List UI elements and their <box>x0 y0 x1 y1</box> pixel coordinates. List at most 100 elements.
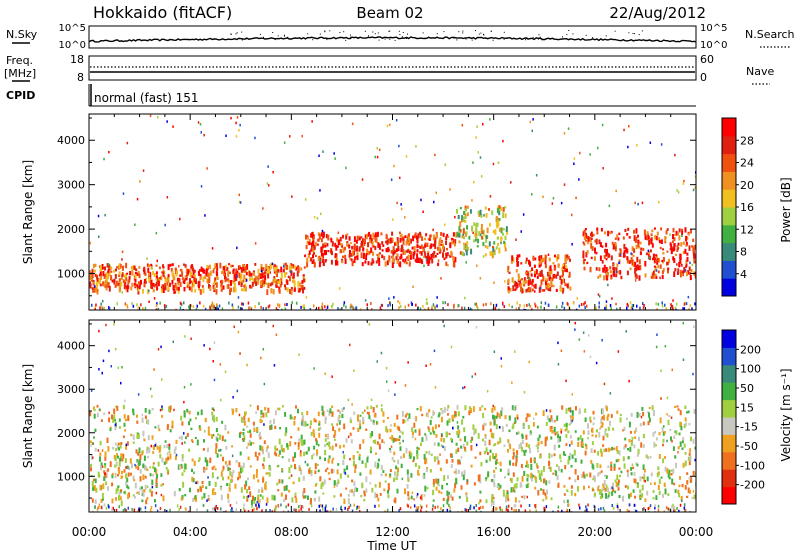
power-cell <box>439 237 442 240</box>
velocity-cell <box>441 484 444 490</box>
velocity-cell <box>114 472 117 479</box>
power-cell <box>308 241 311 246</box>
velocity-scatter-cell <box>160 345 162 349</box>
power-cell <box>131 265 134 271</box>
velocity-cell <box>140 486 143 490</box>
power-cell <box>125 277 128 281</box>
power-cell <box>290 287 293 291</box>
power-cell <box>128 279 131 283</box>
velocity-cell <box>637 448 640 455</box>
velocity-cell <box>592 410 595 415</box>
velocity-scatter-cell <box>693 325 695 328</box>
power-cell <box>138 265 141 269</box>
velocity-cell <box>314 463 317 470</box>
velocity-cell <box>337 416 340 423</box>
power-scatter-cell <box>386 124 389 128</box>
power-cell <box>240 282 243 288</box>
power-nearrange-cell <box>656 308 658 310</box>
nsearch-point <box>562 36 563 38</box>
power-nearrange-cell <box>670 304 673 308</box>
power-cell <box>612 263 615 267</box>
power-scatter-cell <box>571 243 573 246</box>
velocity-cell <box>91 481 94 487</box>
power-cell <box>594 239 597 243</box>
power-cell <box>652 257 654 261</box>
power-scatter-cell <box>598 295 601 298</box>
velocity-nearrange-cell <box>544 508 546 512</box>
power-nearrange-cell <box>314 308 317 310</box>
velocity-cell <box>472 406 475 412</box>
power-scatter-cell <box>397 300 399 303</box>
velocity-scatter-cell <box>206 499 208 502</box>
power-cell <box>220 282 223 287</box>
velocity-nearrange-cell <box>584 509 587 512</box>
velocity-cell <box>372 439 375 444</box>
power-cell <box>318 262 321 268</box>
velocity-cell <box>662 458 665 464</box>
velocity-nearrange-cell <box>585 505 587 509</box>
power-cell <box>208 283 210 289</box>
power-nearrange-cell <box>604 306 606 310</box>
power-cell <box>463 210 466 215</box>
velocity-cell <box>166 424 169 430</box>
velocity-nearrange-cell <box>495 507 497 511</box>
power-cell <box>190 271 193 276</box>
velocity-cell <box>440 491 443 494</box>
velocity-nearrange-cell <box>321 504 324 508</box>
velocity-nearrange-cell <box>437 505 439 509</box>
power-scatter-cell <box>542 195 544 198</box>
power-cell <box>521 278 524 281</box>
power-cell <box>661 274 664 280</box>
power-cell <box>582 254 585 259</box>
power-cell <box>519 279 522 286</box>
velocity-scatter-cell <box>101 449 104 452</box>
velocity-cell <box>568 477 571 480</box>
power-scatter-cell <box>449 188 451 191</box>
velocity-cell <box>111 482 114 487</box>
power-cell <box>375 260 378 264</box>
velocity-cell <box>658 454 661 459</box>
velocity-cell <box>490 497 493 504</box>
velocity-cell <box>482 438 484 442</box>
velocity-cell <box>472 424 475 430</box>
power-nearrange-cell <box>216 306 219 310</box>
velocity-cell <box>667 419 670 426</box>
velocity-cell <box>619 413 622 417</box>
power-nearrange-cell <box>427 307 430 310</box>
velocity-scatter-cell <box>278 454 280 457</box>
power-nearrange-cell <box>250 307 253 310</box>
velocity-cell <box>113 414 116 421</box>
power-cell <box>385 240 388 244</box>
velocity-cell <box>593 475 596 479</box>
power-cell <box>185 268 188 273</box>
velocity-cell <box>569 418 572 424</box>
velocity-nearrange-cell <box>231 507 233 511</box>
power-cell <box>194 288 197 293</box>
power-nearrange-cell <box>534 304 537 308</box>
power-nearrange-cell <box>584 301 586 305</box>
velocity-scatter-cell <box>220 398 222 402</box>
power-cell <box>198 270 200 276</box>
velocity-cell <box>560 468 563 473</box>
power-cell <box>152 283 155 287</box>
velocity-cell <box>600 448 602 453</box>
power-cell <box>655 254 658 259</box>
velocity-scatter-cell <box>117 366 120 370</box>
velocity-cell <box>324 449 327 456</box>
power-cell <box>561 274 564 278</box>
power-cell <box>394 242 396 246</box>
velocity-cell <box>640 442 643 448</box>
power-scatter-cell <box>677 191 680 194</box>
power-cell <box>181 271 184 277</box>
velocity-cell <box>581 438 584 442</box>
velocity-nearrange-cell <box>325 510 328 512</box>
power-cell <box>680 263 683 267</box>
velocity-cell <box>220 494 223 501</box>
velocity-cell <box>464 405 467 411</box>
power-cell <box>262 267 265 271</box>
velocity-cell <box>205 486 208 489</box>
velocity-cell <box>342 444 345 448</box>
power-nearrange-cell <box>157 307 159 310</box>
velocity-cell <box>606 406 608 412</box>
